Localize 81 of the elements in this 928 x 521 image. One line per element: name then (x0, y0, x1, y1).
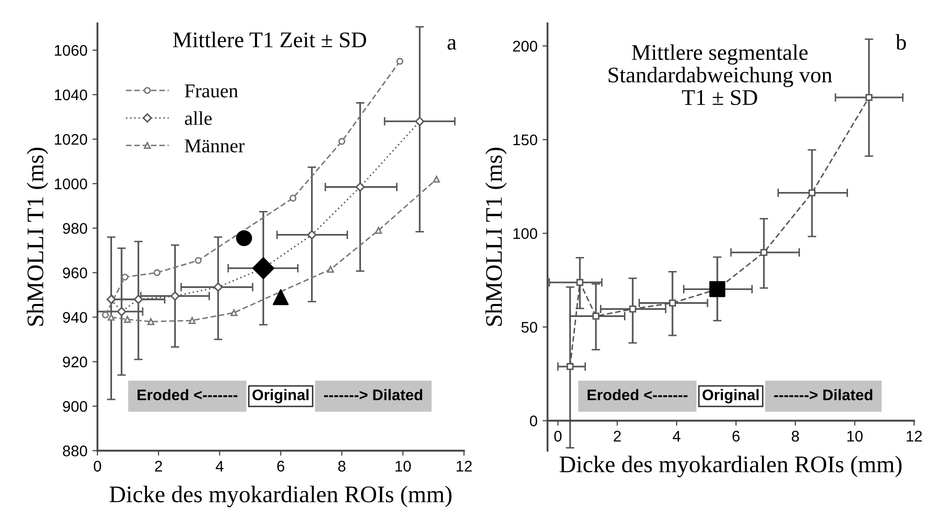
x-tick-label: 2 (155, 460, 162, 472)
point (669, 300, 676, 306)
y-tick-label: 960 (62, 268, 88, 278)
annotation: a (448, 39, 456, 50)
point (808, 189, 816, 196)
y-tick-label: 880 (62, 446, 88, 456)
point (170, 291, 180, 301)
point (230, 309, 238, 316)
y-tick-label: 1060 (54, 45, 88, 56)
annotation: Original (702, 389, 759, 404)
y-tick-label: 150 (513, 134, 538, 146)
point (236, 230, 252, 246)
point (629, 306, 636, 312)
point (102, 311, 109, 318)
annotation: Eroded <------- (138, 389, 238, 400)
x-tick-label: 4 (216, 460, 224, 472)
point (760, 248, 768, 256)
y-tick-label: 1020 (54, 134, 88, 145)
point (576, 278, 584, 286)
x-tick-label: 8 (792, 430, 799, 442)
point (709, 281, 726, 298)
point (188, 317, 196, 324)
point (865, 94, 872, 101)
point (116, 306, 126, 316)
y-axis-title: ShMOLLI T1 (ms) (485, 148, 507, 326)
x-tick-label: 6 (732, 430, 740, 442)
legend-label: alle (184, 111, 212, 125)
point (252, 257, 274, 280)
point (106, 294, 116, 304)
annotation: Eroded <------- (588, 389, 688, 400)
x-tick-label: 0 (94, 460, 102, 472)
point (121, 274, 128, 281)
y-tick-label: 940 (62, 312, 88, 323)
x-axis-title: Dicke des myokardialen ROIs (mm) (110, 486, 452, 508)
point (289, 194, 296, 202)
annotation: b (896, 34, 906, 50)
point (194, 256, 202, 264)
x-tick-label: 6 (277, 460, 284, 472)
x-tick-label: 4 (672, 430, 680, 442)
x-tick-label: 10 (847, 430, 863, 442)
y-tick-label: 50 (521, 322, 538, 333)
point (338, 138, 346, 145)
point (566, 363, 574, 370)
text: Mittlere segmentale Standardabweichung von T1 ± SD (608, 44, 832, 106)
point (396, 58, 404, 65)
point (592, 312, 600, 320)
annotation: -------> Dilated (774, 389, 872, 400)
x-axis-title: Dicke des myokardialen ROIs (mm) (560, 456, 902, 478)
y-tick-label: 100 (513, 228, 538, 239)
point (134, 294, 143, 304)
y-tick-label: 1000 (54, 178, 88, 190)
y-tick-label: 980 (62, 223, 88, 234)
x-tick-label: 12 (906, 430, 922, 442)
x-tick-label: 10 (396, 460, 411, 472)
y-tick-label: 1040 (54, 90, 88, 100)
point (272, 289, 289, 306)
point (124, 316, 131, 323)
point (147, 318, 154, 326)
x-tick-label: 2 (614, 430, 621, 442)
point (213, 282, 223, 292)
x-tick-label: 0 (554, 430, 562, 442)
chart-title: Mittlere T1 Zeit ± SD (173, 32, 366, 48)
point (374, 226, 382, 234)
legend-label: Männer (184, 139, 245, 152)
point (307, 230, 316, 240)
point (108, 314, 115, 321)
legend-label: Frauen (184, 84, 238, 98)
point (433, 176, 440, 183)
annotation: Original (252, 389, 308, 404)
y-tick-label: 900 (62, 401, 88, 412)
point (415, 116, 424, 126)
y-tick-label: 200 (513, 40, 538, 52)
y-axis-title: ShMOLLI T1 (ms) (26, 148, 48, 326)
point (154, 269, 160, 276)
annotation: -------> Dilated (324, 389, 422, 400)
y-tick-label: 0 (530, 416, 538, 426)
x-tick-label: 12 (456, 460, 472, 472)
point (327, 266, 334, 273)
y-tick-label: 920 (62, 356, 88, 368)
x-tick-label: 8 (338, 460, 346, 472)
point (356, 182, 365, 192)
